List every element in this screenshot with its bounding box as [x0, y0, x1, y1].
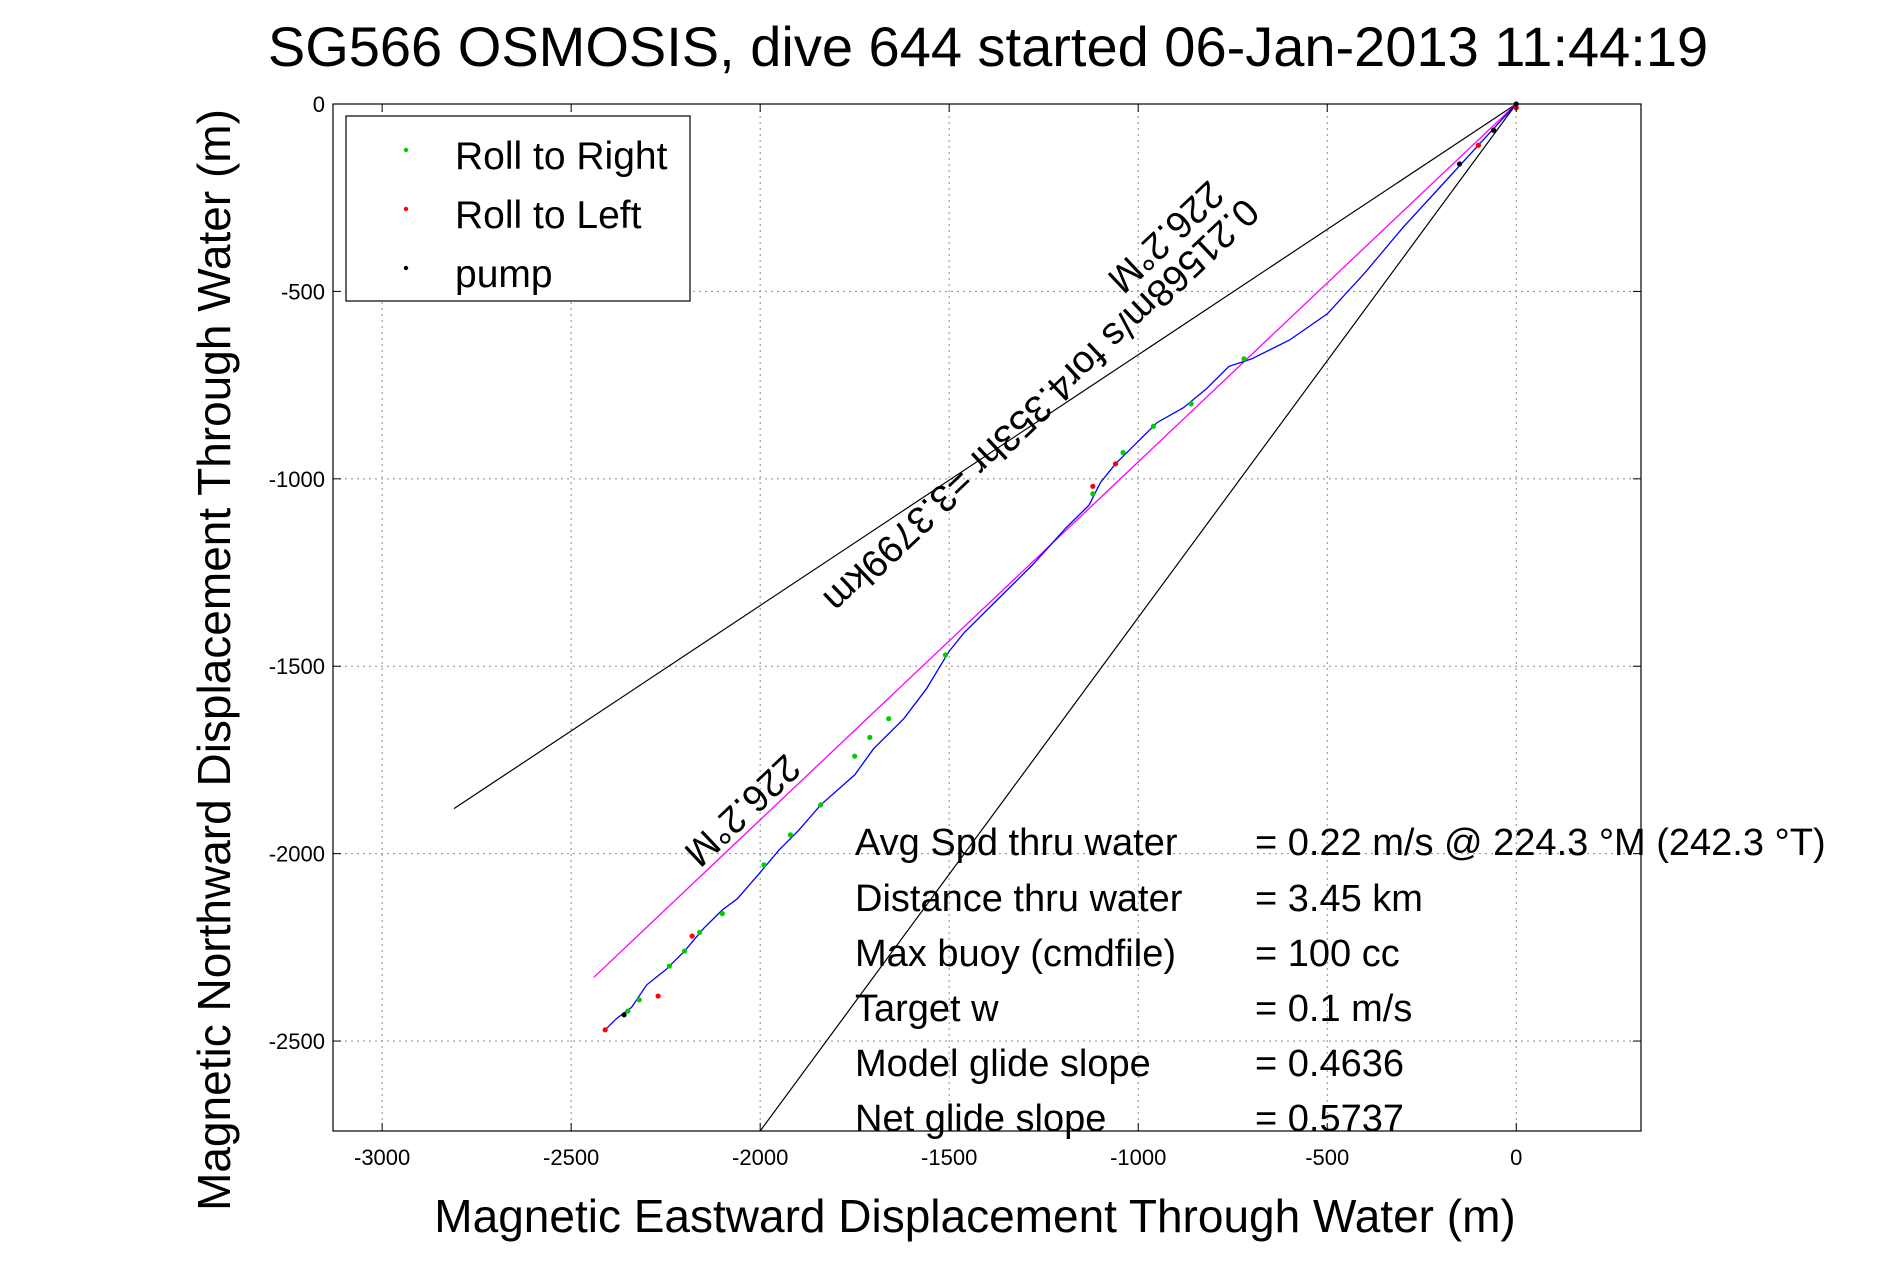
stat-label-distance: Distance thru water [855, 878, 1183, 920]
y-tick-label: -2000 [269, 842, 325, 867]
legend-swatch-roll-right [403, 147, 409, 153]
roll-right-marker [867, 734, 873, 741]
envelope-line [759, 103, 1517, 1132]
roll-right-marker [636, 997, 642, 1003]
stat-label-net-glide: Net glide slope [855, 1098, 1106, 1140]
pump-marker [1456, 161, 1463, 167]
y-tick-label: -1000 [269, 467, 325, 492]
x-tick-label: -1500 [921, 1145, 977, 1170]
y-tick-label: 0 [313, 92, 325, 117]
roll-right-marker [787, 832, 794, 838]
roll-right-marker [666, 963, 673, 969]
roll-left-marker [655, 993, 661, 999]
roll-right-marker [1120, 449, 1126, 456]
x-ticks: -3000 -2500 -2000 -1500 -1000 -500 0 [354, 104, 1522, 1170]
legend-label-pump: pump [455, 253, 553, 296]
stat-value-avg-speed: = 0.22 m/s @ 224.3 °M (242.3 °T) [1255, 822, 1826, 864]
axes-frame [332, 103, 1642, 1132]
legend-box [345, 115, 691, 302]
roll-right-marker [1150, 423, 1156, 429]
roll-right-marker [1090, 491, 1096, 497]
roll-right-marker [761, 862, 767, 868]
stat-label-model-glide: Model glide slope [855, 1043, 1151, 1085]
roll-right-marker [697, 929, 703, 935]
roll-right-marker [1241, 356, 1247, 362]
roll-right-marker [625, 1008, 631, 1014]
x-tick-label: -1000 [1110, 1145, 1166, 1170]
pump-marker [1490, 127, 1497, 133]
x-tick-label: -2500 [543, 1145, 599, 1170]
stat-value-target-w: = 0.1 m/s [1255, 988, 1412, 1030]
x-axis-title: Magnetic Eastward Displacement Through W… [434, 1190, 1515, 1242]
legend-label-roll-left: Roll to Left [455, 194, 642, 237]
roll-right-marker [886, 716, 892, 722]
roll-left-marker [1112, 461, 1119, 467]
stat-value-net-glide: = 0.5737 [1255, 1098, 1404, 1140]
roll-right-marker [681, 948, 688, 954]
marker-group [602, 101, 1519, 1033]
roll-right-marker [942, 652, 949, 658]
roll-right-marker [1188, 401, 1194, 407]
y-tick-label: -500 [281, 279, 325, 304]
roll-right-marker [719, 911, 725, 917]
y-tick-label: -2500 [269, 1029, 325, 1054]
stat-value-model-glide: = 0.4636 [1255, 1043, 1404, 1085]
stat-label-target-w: Target w [855, 988, 999, 1030]
envelope-lines [453, 103, 1517, 1132]
dive-statistics: Avg Spd thru water = 0.22 m/s @ 224.3 °M… [855, 822, 1826, 1140]
legend-swatch-roll-left [403, 206, 409, 212]
x-tick-label: -3000 [354, 1145, 410, 1170]
roll-left-marker [1475, 142, 1482, 148]
y-tick-label: -1500 [269, 654, 325, 679]
x-tick-label: -2000 [732, 1145, 788, 1170]
roll-left-marker [1090, 483, 1096, 489]
track-group [604, 103, 1517, 1031]
stat-label-max-buoy: Max buoy (cmdfile) [855, 933, 1176, 975]
legend: Roll to Right Roll to Left pump [345, 115, 691, 302]
y-axis-title: Magnetic Northward Displacement Through … [188, 109, 240, 1211]
roll-right-marker [818, 802, 824, 808]
stat-value-distance: = 3.45 km [1255, 878, 1423, 920]
x-tick-label: 0 [1510, 1145, 1522, 1170]
legend-label-roll-right: Roll to Right [455, 135, 668, 178]
stat-label-avg-speed: Avg Spd thru water [855, 822, 1178, 864]
envelope-line [453, 103, 1517, 810]
stat-value-max-buoy: = 100 cc [1255, 933, 1400, 975]
pump-marker [621, 1012, 627, 1018]
roll-right-marker [852, 753, 858, 759]
legend-swatch-pump [403, 265, 409, 271]
y-ticks: 0 -500 -1000 -1500 -2000 -2500 [269, 92, 1641, 1054]
roll-left-marker [689, 933, 695, 939]
glider-track-line [604, 103, 1517, 1031]
x-tick-label: -500 [1305, 1145, 1349, 1170]
roll-left-marker [602, 1027, 608, 1033]
chart-title: SG566 OSMOSIS, dive 644 started 06-Jan-2… [268, 15, 1708, 78]
